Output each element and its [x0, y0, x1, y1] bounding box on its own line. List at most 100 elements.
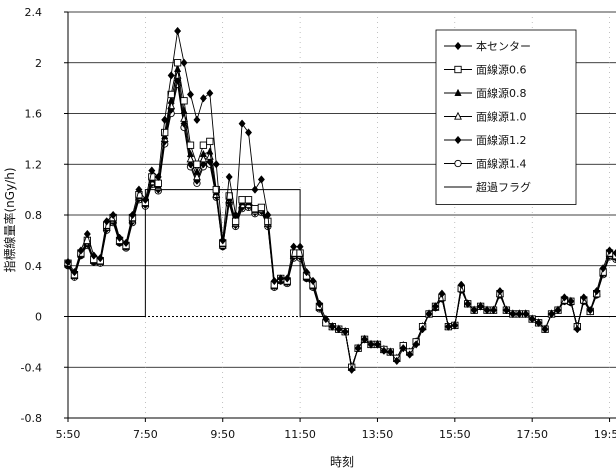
data-point — [509, 309, 517, 319]
data-point — [454, 135, 462, 145]
data-point — [296, 242, 304, 251]
y-axis-title: 指標線量率(nGy/h) — [2, 167, 17, 272]
data-point — [244, 128, 253, 137]
legend-item: 面線源0.6 — [444, 63, 527, 77]
data-point — [454, 41, 462, 51]
data-point — [586, 305, 594, 315]
flag-series-layer — [68, 189, 616, 317]
data-point — [341, 327, 349, 336]
data-point — [251, 185, 259, 194]
data-point — [431, 302, 440, 311]
data-point — [496, 286, 504, 296]
legend-label: 面線源1.0 — [476, 110, 527, 124]
data-point — [180, 58, 188, 67]
legend-label: 面線源1.2 — [476, 133, 527, 147]
data-point — [186, 90, 195, 99]
data-point — [386, 347, 394, 357]
x-tick-label: 15:50 — [439, 428, 471, 441]
x-tick-label: 11:50 — [284, 428, 316, 441]
x-axis-title: 時刻 — [330, 455, 354, 469]
data-point — [277, 274, 285, 283]
data-point — [199, 149, 207, 158]
y-tick-label: 0.8 — [25, 209, 43, 222]
data-point — [535, 318, 543, 328]
data-point — [361, 335, 369, 344]
data-point — [173, 59, 182, 67]
x-tick-label: 13:50 — [362, 428, 394, 441]
data-point — [225, 172, 233, 182]
series-layer — [64, 26, 616, 374]
x-tick-label: 17:50 — [516, 428, 548, 441]
legend-item: 面線源1.0 — [444, 110, 527, 124]
data-point — [335, 324, 343, 334]
data-point — [457, 280, 465, 289]
data-point — [193, 167, 201, 175]
data-point — [612, 248, 616, 258]
legend-label: 面線源0.8 — [476, 86, 527, 100]
data-point — [212, 185, 220, 194]
data-point — [257, 175, 265, 184]
data-point — [354, 344, 362, 353]
data-point — [141, 195, 149, 204]
data-point — [315, 299, 323, 309]
data-point — [470, 305, 478, 315]
data-point — [186, 141, 195, 149]
data-point — [309, 276, 317, 286]
data-point — [412, 340, 420, 349]
data-point — [425, 309, 433, 319]
y-tick-label: 0 — [35, 311, 42, 324]
y-tick-label: 2.4 — [25, 6, 43, 19]
data-point — [270, 276, 278, 286]
series-0 — [64, 26, 616, 374]
data-point — [367, 340, 375, 349]
data-point — [483, 305, 491, 315]
data-point — [567, 297, 575, 306]
data-point — [180, 97, 188, 105]
data-point — [541, 324, 549, 334]
data-point — [283, 274, 291, 283]
data-point — [148, 166, 156, 175]
data-point — [90, 251, 98, 260]
data-point — [244, 196, 253, 204]
data-point — [451, 321, 459, 330]
data-point — [96, 253, 104, 263]
y-tick-label: 2 — [35, 57, 42, 70]
y-tick-label: -0.4 — [21, 361, 42, 374]
data-point — [406, 350, 414, 359]
data-point — [186, 149, 195, 158]
data-point — [328, 322, 336, 331]
data-point — [206, 147, 214, 155]
flag-series-line — [68, 189, 616, 317]
data-point — [399, 344, 407, 353]
data-point — [167, 71, 175, 80]
legend-item: 超過フラグ — [444, 180, 531, 194]
data-point — [303, 267, 311, 277]
y-tick-label: -0.8 — [21, 412, 42, 425]
data-point — [599, 264, 607, 273]
data-point — [393, 356, 401, 366]
data-point — [135, 185, 143, 194]
data-point — [219, 236, 227, 245]
data-point — [70, 267, 78, 277]
x-tick-label: 9:50 — [210, 428, 235, 441]
data-point — [438, 289, 446, 298]
data-point — [373, 340, 381, 349]
data-point — [77, 246, 85, 255]
data-point — [606, 246, 614, 255]
legend-item: 面線源1.4 — [444, 157, 527, 171]
data-point — [464, 299, 472, 309]
data-point — [419, 324, 427, 334]
legend-item: 面線源0.8 — [444, 86, 527, 100]
data-point — [122, 238, 130, 248]
data-point — [257, 203, 266, 212]
legend-label: 面線源1.4 — [476, 157, 527, 171]
data-point — [548, 309, 556, 319]
data-point — [322, 314, 330, 324]
data-point — [573, 324, 581, 334]
legend-label: 超過フラグ — [476, 180, 531, 194]
data-point — [154, 172, 162, 182]
data-point — [206, 137, 214, 146]
data-point — [116, 233, 124, 243]
